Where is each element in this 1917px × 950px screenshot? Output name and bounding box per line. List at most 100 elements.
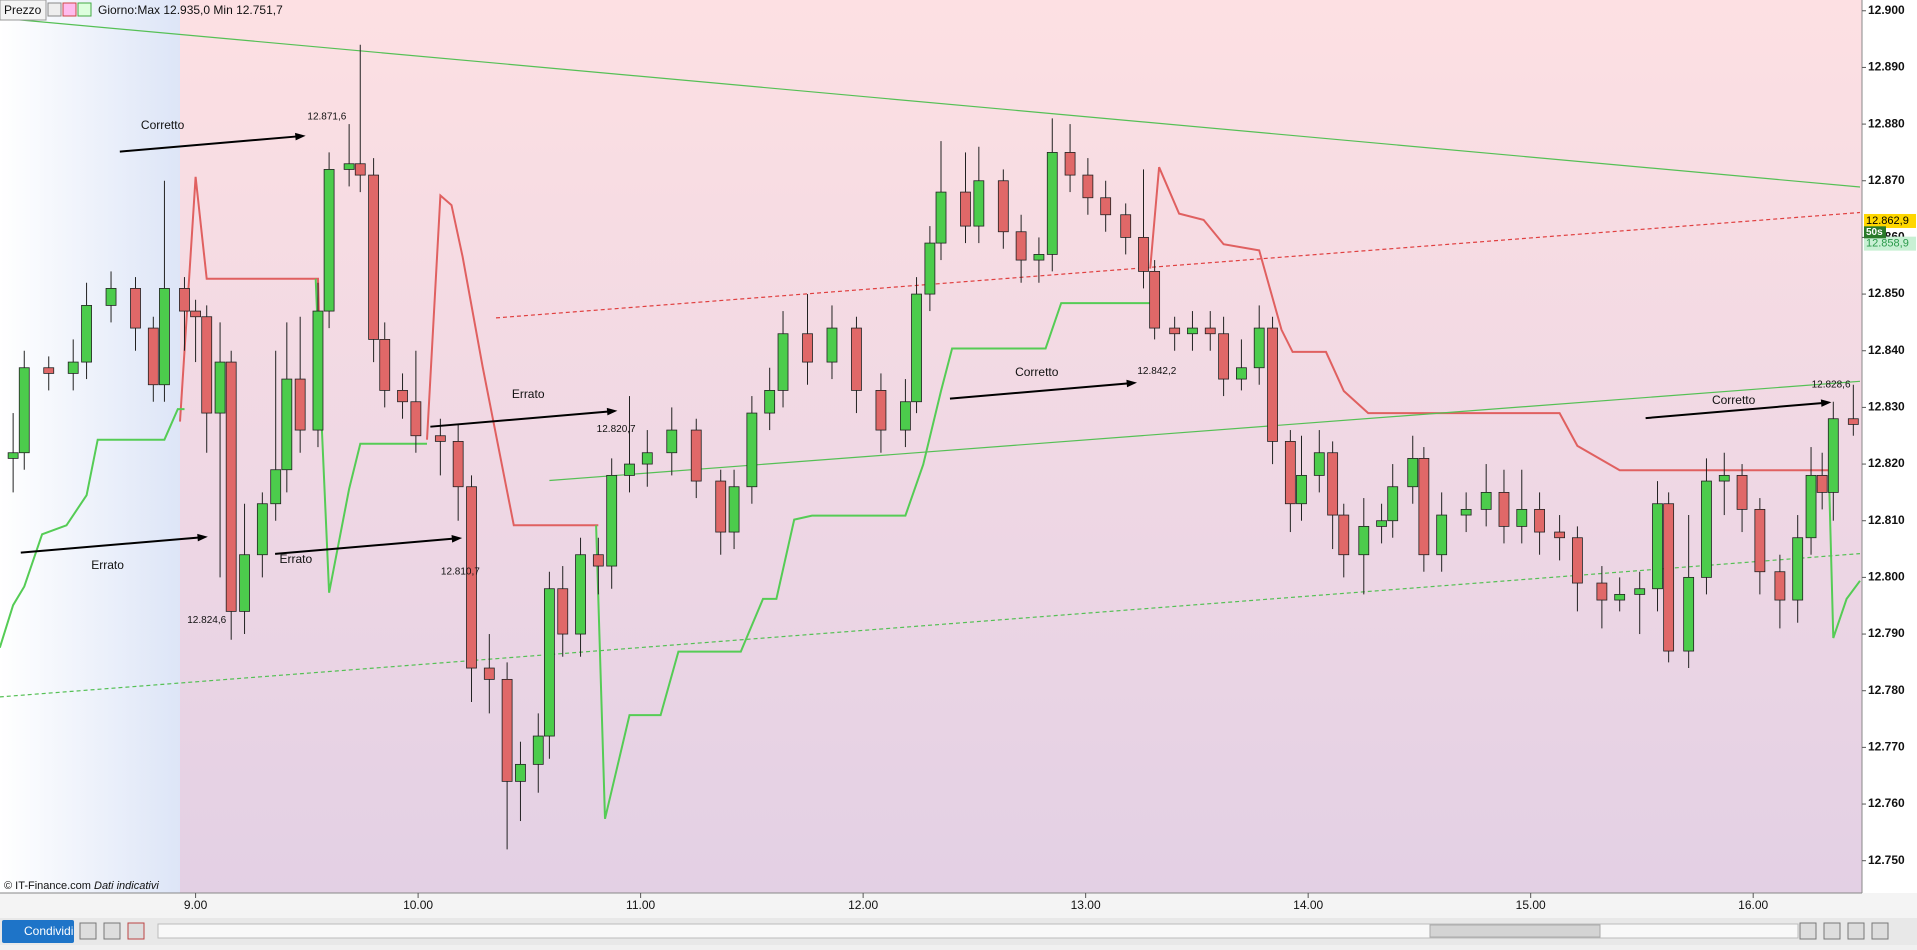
zoom-fit-icon[interactable] — [1871, 922, 1889, 940]
candle-body — [466, 486, 477, 669]
candle-body — [746, 412, 758, 488]
candle-body — [1204, 327, 1216, 335]
x-tick-label: 10.00 — [403, 898, 433, 912]
toolbar-label: Prezzo — [4, 3, 42, 17]
tool-icon[interactable] — [127, 922, 145, 940]
candle-body — [1064, 152, 1076, 176]
x-tick-label: 11.00 — [626, 898, 655, 912]
price-tag — [1864, 236, 1916, 251]
candle-body — [777, 333, 789, 391]
candle-body — [270, 469, 282, 505]
annotation-arrow — [20, 536, 198, 554]
annotation: Corretto — [141, 118, 185, 132]
settings-icon[interactable] — [47, 2, 62, 17]
candle-body — [1236, 367, 1247, 380]
price-label: 12.871,6 — [307, 111, 346, 122]
candle-body — [1805, 474, 1817, 539]
candle-body — [410, 401, 422, 437]
candle-body — [214, 361, 226, 414]
candle-body — [924, 242, 936, 295]
candle-body — [1082, 174, 1094, 199]
candle-body — [190, 310, 201, 318]
y-tick-label: 12.770 — [1868, 740, 1905, 754]
zoom-in-icon[interactable] — [1823, 922, 1841, 940]
candle-body — [1516, 508, 1528, 527]
price-tag-label: 12.862,9 — [1866, 215, 1909, 227]
candle-body — [1792, 537, 1804, 601]
candle-body — [624, 463, 635, 476]
annotation-arrow — [275, 537, 453, 555]
price-label: 12.842,2 — [1137, 366, 1176, 377]
zoom-icon[interactable] — [1799, 922, 1817, 940]
candle-body — [960, 191, 971, 227]
x-tick-label: 12.00 — [848, 898, 878, 912]
candle-body — [900, 401, 911, 431]
candle-body — [1614, 593, 1626, 601]
share-button[interactable] — [2, 920, 74, 943]
candle-body — [1498, 491, 1510, 527]
add-icon[interactable] — [62, 2, 77, 17]
annotation: Corretto — [1712, 393, 1756, 407]
x-tick-label: 16.00 — [1738, 898, 1768, 912]
candle-body — [239, 554, 250, 612]
y-tick-label: 12.880 — [1868, 116, 1905, 130]
candle-body — [281, 378, 293, 471]
tool-icon[interactable] — [79, 922, 97, 940]
candle-body — [1436, 514, 1448, 556]
candle-body — [1663, 503, 1675, 652]
indicator-line — [0, 278, 1861, 820]
up-icon[interactable] — [77, 2, 92, 17]
candle-body — [1046, 152, 1058, 255]
candle-body — [935, 191, 947, 244]
candle-body — [397, 390, 408, 403]
candle-body — [67, 361, 79, 374]
annotation-arrow — [1645, 402, 1822, 420]
candle-body — [1407, 457, 1419, 488]
candle-body — [1169, 327, 1181, 335]
y-tick-label: 12.790 — [1868, 626, 1905, 640]
candle-body — [294, 378, 306, 431]
y-tick-label: 12.870 — [1868, 173, 1905, 187]
candle-body — [1100, 197, 1112, 216]
candle-body — [1460, 508, 1472, 516]
y-tick-label: 12.800 — [1868, 570, 1905, 584]
candle-body — [43, 367, 55, 374]
candle-body — [452, 441, 464, 488]
x-tick-label: 9.00 — [184, 898, 208, 912]
arrow-head — [606, 407, 618, 416]
timer: 50s — [1866, 227, 1883, 238]
y-tick-label: 12.820 — [1868, 456, 1905, 470]
plot-background — [0, 0, 1862, 893]
candle-body — [557, 588, 569, 635]
candle-body — [606, 474, 618, 567]
scrollbar-thumb[interactable] — [1429, 924, 1601, 938]
share-label: Condividi — [24, 924, 73, 938]
candle-body — [1149, 271, 1161, 329]
candle-body — [1284, 441, 1296, 505]
candle-body — [1267, 327, 1278, 442]
toolbar-info: Giorno:Max 12.935,0 Min 12.751,7 — [98, 3, 283, 17]
data-note: Dati indicativi — [94, 880, 159, 892]
candle-body — [515, 763, 526, 782]
annotation: Corretto — [1015, 365, 1059, 379]
tool-icon[interactable] — [103, 922, 121, 940]
scrollbar-track[interactable] — [157, 923, 1799, 939]
prezzo-box[interactable] — [0, 0, 47, 21]
candle-body — [826, 327, 838, 363]
annotation-arrow — [949, 382, 1128, 400]
candle-body — [728, 486, 740, 533]
x-axis-area — [0, 893, 1917, 918]
candle-body — [666, 429, 678, 454]
zoom-out-icon[interactable] — [1847, 922, 1865, 940]
price-label: 12.828,6 — [1812, 379, 1851, 390]
candle-body — [1418, 457, 1430, 556]
annotation-arrow — [430, 410, 608, 428]
candle-body — [434, 435, 446, 442]
candle-body — [1338, 514, 1350, 556]
candle-body — [81, 305, 92, 363]
candle-body — [256, 503, 268, 556]
candle-body — [483, 667, 495, 680]
candle-body — [715, 480, 727, 533]
candle-body — [1253, 327, 1265, 369]
